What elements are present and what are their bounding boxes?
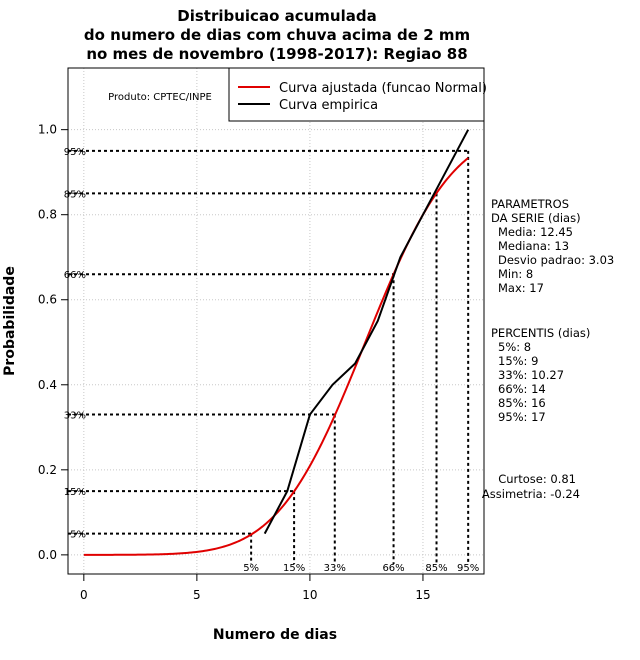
percentile-x-label-0: 5%	[243, 563, 259, 574]
chart-title-line-2: do numero de dias com chuva acima de 2 m…	[84, 26, 470, 44]
assimetria-label: Assimetria: -0.24	[482, 487, 580, 501]
percentile-x-label-4: 85%	[425, 563, 447, 574]
legend-label-fitted: Curva ajustada (funcao Normal)	[279, 81, 487, 96]
percentile-y-label-3: 66%	[64, 270, 86, 281]
y-tick-label-2: 0.4	[38, 378, 57, 392]
y-axis-title: Probabilidade	[2, 266, 18, 376]
grid	[68, 68, 484, 574]
percentile-y-label-0: 5%	[70, 530, 86, 541]
params-title-2: DA SERIE (dias)	[491, 211, 581, 225]
param-mediana: Mediana: 13	[498, 239, 569, 253]
legend-label-empirical: Curva empirica	[279, 98, 378, 113]
percentile-guides: 5% 5% 15% 15% 33% 33% 66% 66% 85% 85% 95% 95%	[64, 147, 480, 574]
percentile-x-label-2: 33%	[324, 563, 346, 574]
percentis-95: 95%: 17	[498, 410, 546, 424]
percentile-x-label-5: 95%	[457, 563, 479, 574]
percentis-title: PERCENTIS (dias)	[491, 326, 590, 340]
percentis-66: 66%: 14	[498, 382, 546, 396]
percentis-85: 85%: 16	[498, 396, 546, 410]
chart-title-line-1: Distribuicao acumulada	[177, 7, 376, 25]
params-title-1: PARAMETROS	[491, 197, 569, 211]
percentis-panel: PERCENTIS (dias) 5%: 8 15%: 9 33%: 10.27…	[491, 326, 590, 424]
percentile-y-label-1: 15%	[64, 487, 86, 498]
y-tick-label-3: 0.6	[38, 293, 57, 307]
y-tick-label-5: 1.0	[38, 123, 57, 137]
x-axis-title: Numero de dias	[213, 627, 337, 643]
x-tick-label-2: 10	[302, 588, 317, 602]
product-label: Produto: CPTEC/INPE	[108, 92, 212, 103]
y-tick-label-1: 0.2	[38, 463, 57, 477]
legend: Curva ajustada (funcao Normal) Curva emp…	[228, 67, 487, 122]
percentile-x-label-1: 15%	[283, 563, 305, 574]
parameters-panel: PARAMETROS DA SERIE (dias) Media: 12.45 …	[491, 197, 614, 295]
percentile-y-label-5: 95%	[64, 147, 86, 158]
empirical-curve	[263, 129, 470, 535]
percentile-y-label-2: 33%	[64, 411, 86, 422]
x-axis: 0 5 10 15	[80, 574, 431, 602]
curtose-label: Curtose: 0.81	[498, 472, 576, 486]
param-min: Min: 8	[498, 267, 533, 281]
percentile-y-label-4: 85%	[64, 189, 86, 200]
param-desvio: Desvio padrao: 3.03	[498, 253, 614, 267]
x-tick-label-1: 5	[193, 588, 201, 602]
y-tick-label-4: 0.8	[38, 208, 57, 222]
x-tick-label-3: 15	[415, 588, 430, 602]
percentis-33: 33%: 10.27	[498, 368, 564, 382]
y-axis: 0.0 0.2 0.4 0.6 0.8 1.0	[38, 123, 68, 562]
x-tick-label-0: 0	[80, 588, 88, 602]
legend-box	[228, 67, 485, 122]
plot-frame	[67, 67, 485, 575]
percentile-x-label-3: 66%	[382, 563, 404, 574]
y-tick-label-0: 0.0	[38, 548, 57, 562]
param-media: Media: 12.45	[498, 225, 573, 239]
normal-fit-curve	[83, 157, 469, 556]
chart-title-line-3: no mes de novembro (1998-2017): Regiao 8…	[86, 45, 467, 63]
percentis-5: 5%: 8	[498, 340, 531, 354]
param-max: Max: 17	[498, 281, 544, 295]
percentis-15: 15%: 9	[498, 354, 538, 368]
